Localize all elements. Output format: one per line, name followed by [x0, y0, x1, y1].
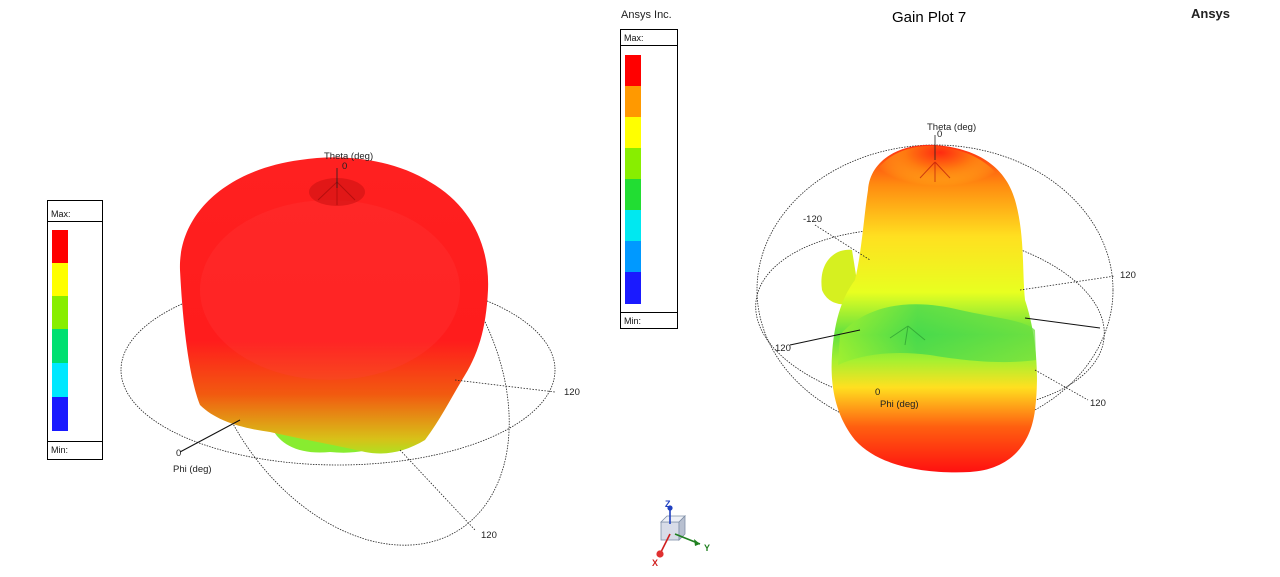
legend-left-swatch-3: [52, 296, 68, 329]
legend-divider: [621, 312, 677, 313]
legend-center: Max: Min:: [620, 29, 678, 329]
triad-x-tip: [656, 550, 664, 558]
right-axis-120a: [1019, 275, 1116, 291]
right-axis-neg120: [814, 224, 871, 261]
legend-left-min-label: Min:: [51, 445, 69, 455]
triad-y-label: Y: [704, 543, 710, 553]
legend-center-swatch-7: [625, 241, 641, 272]
legend-divider: [48, 441, 102, 442]
right-top-cap: [870, 145, 1010, 213]
triad-z-tip: [667, 505, 673, 511]
legend-center-swatch-3: [625, 117, 641, 148]
right-phi-axis: [789, 329, 861, 346]
left-phi-label: Phi (deg): [173, 464, 212, 475]
left-theta-label: Theta (deg): [324, 151, 373, 162]
legend-center-swatch-1: [625, 55, 641, 86]
legend-left-swatch-2: [52, 263, 68, 296]
legend-left-swatch-1: [52, 230, 68, 263]
brand-logo: Ansys: [1191, 6, 1231, 21]
company-label: Ansys Inc.: [621, 9, 672, 21]
legend-center-swatch-5: [625, 179, 641, 210]
legend-left-swatch-6: [52, 397, 68, 431]
left-tick-120b: 120: [481, 530, 497, 541]
left-sheen: [200, 200, 460, 380]
legend-center-min-label: Min:: [624, 316, 642, 326]
triad-cube-side: [678, 515, 686, 541]
right-tick-120a: 120: [1120, 270, 1136, 281]
triad-z-label: Z: [665, 499, 671, 509]
left-theta-tick: 0: [342, 161, 347, 172]
left-phi-ring: [120, 274, 556, 466]
right-side-dimple: [889, 325, 926, 346]
left-radiation-pattern: [179, 157, 489, 454]
right-tick-120c: 120: [1090, 398, 1106, 409]
triad-cube: [660, 521, 680, 541]
right-phi-label: Phi (deg): [880, 399, 919, 410]
right-theta-tick: 0: [937, 129, 942, 140]
right-tick-120b: 120: [775, 343, 791, 354]
legend-center-max-label: Max:: [624, 33, 644, 43]
legend-center-swatch-6: [625, 210, 641, 241]
legend-left-swatch-4: [52, 329, 68, 363]
orientation-triad[interactable]: Z Y X: [645, 496, 725, 571]
legend-left-swatch-5: [52, 363, 68, 397]
right-tick-neg120: -120: [803, 214, 822, 225]
triad-x-axis: [659, 533, 671, 555]
left-tick-120a: 120: [564, 387, 580, 398]
right-theta-label: Theta (deg): [927, 122, 976, 133]
right-phi-tick: 0: [875, 387, 880, 398]
legend-left-max-label: Max:: [51, 209, 71, 219]
left-phi-tick: 0: [176, 448, 181, 459]
left-gain-plot[interactable]: Theta (deg) 0 0 Phi (deg) 120 120: [120, 128, 580, 577]
right-axis-120c: [1034, 369, 1089, 401]
plot-title: Gain Plot 7: [892, 9, 967, 26]
legend-center-swatch-4: [625, 148, 641, 179]
legend-divider: [48, 221, 102, 222]
right-gain-plot[interactable]: Theta (deg) 0 -120 120 120 120 0 Phi (de…: [747, 122, 1136, 473]
right-top-dimple: [919, 161, 951, 182]
legend-divider: [621, 45, 677, 46]
triad-y-tip: [694, 539, 700, 546]
legend-center-swatch-2: [625, 86, 641, 117]
left-phi-axis: [179, 419, 241, 453]
right-axis-front: [1024, 317, 1101, 329]
legend-center-swatch-8: [625, 272, 641, 304]
left-axis-120b: [399, 449, 476, 531]
right-green-band: [838, 304, 1036, 365]
triad-x-label: X: [652, 558, 658, 568]
legend-left: Max: Min:: [47, 200, 103, 460]
